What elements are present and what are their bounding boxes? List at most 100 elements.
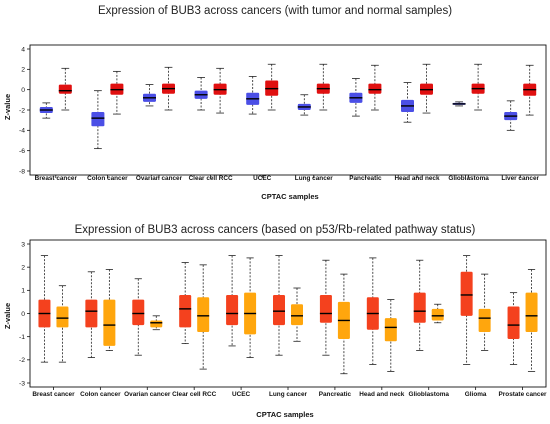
box-ovarian-cancer-tumor [162, 66, 175, 111]
y-tick-label: -8 [19, 168, 25, 175]
box-iqr [273, 294, 285, 326]
box-ucec-tumor [265, 63, 279, 111]
y-axis-label: Z-value [3, 303, 12, 329]
category-label-glioma: Glioma [465, 391, 487, 398]
box-prostate-cancer-status-2 [525, 269, 538, 372]
box-iqr [103, 299, 116, 346]
box-lung-cancer-tumor [316, 63, 330, 111]
category-label-lung-cancer: Lung cancer [295, 175, 334, 182]
box-colon-cancer-normal [91, 90, 105, 150]
box-iqr [56, 306, 69, 328]
box-iqr [132, 299, 145, 326]
y-tick-label: -2 [19, 357, 25, 364]
box-liver-cancer-tumor [523, 64, 537, 116]
box-ucec-normal [246, 76, 260, 115]
box-ovarian-cancer-status-2 [150, 315, 163, 331]
box-glioma-status-1 [460, 255, 473, 365]
box-iqr [384, 318, 397, 342]
box-pancreatic-status-1 [319, 259, 332, 356]
category-label-glioblastoma: Glioblastoma [448, 175, 489, 182]
plot-frame [29, 44, 547, 176]
y-tick-label: 4 [21, 46, 25, 53]
chart-title: Expression of BUB3 across cancers (with … [98, 5, 452, 17]
y-tick-label: 2 [21, 265, 25, 272]
y-tick-label: -6 [19, 148, 25, 155]
box-breast-cancer-status-2 [56, 285, 69, 363]
x-axis-label: CPTAC samples [261, 192, 318, 201]
plot-area: 3 2 1 0 -1 -2 -3 Breast cancer Colon cancer Ovari… [19, 239, 547, 398]
box-glioma-status-2 [478, 273, 491, 351]
box-lung-cancer-status-2 [291, 287, 303, 342]
y-tick-label: -4 [19, 128, 25, 135]
box-ovarian-cancer-status-1 [132, 278, 145, 356]
category-label-pancreatic: Pancreatic [319, 391, 352, 398]
category-label-glioblastoma: Glioblastoma [408, 391, 449, 398]
box-ucec-status-2 [244, 257, 257, 358]
box-iqr [91, 112, 105, 127]
chart-title: Expression of BUB3 across cancers (based… [75, 224, 476, 236]
box-head-and-neck-tumor [420, 63, 433, 114]
category-label-liver-cancer: Liver cancer [501, 175, 539, 182]
box-ovarian-cancer-normal [143, 84, 156, 107]
plot-area: 4 2 0 -2 -4 -6 -8 Breast cancer Colon cancer Ovar… [19, 44, 547, 182]
y-tick-label: 0 [21, 311, 25, 318]
box-head-and-neck-status-1 [366, 257, 379, 365]
box-iqr [85, 299, 98, 328]
box-lung-cancer-normal [297, 94, 311, 116]
box-pancreatic-normal [349, 78, 363, 117]
category-label-breast-cancer: Breast cancer [32, 391, 75, 398]
box-liver-cancer-normal [504, 100, 518, 131]
category-label-ucec: UCEC [253, 175, 271, 182]
box-pancreatic-tumor [368, 64, 382, 111]
box-iqr [368, 83, 382, 94]
category-label-clear-cell-rcc: Clear cell RCC [172, 391, 216, 398]
box-lung-cancer-status-1 [273, 255, 285, 356]
box-iqr [431, 308, 444, 321]
box-colon-cancer-status-1 [85, 271, 98, 358]
box-colon-cancer-status-2 [103, 269, 116, 351]
box-breast-cancer-normal [39, 102, 53, 119]
box-pancreatic-status-2 [337, 273, 350, 375]
box-ucec-status-1 [226, 255, 239, 347]
box-iqr [319, 294, 332, 323]
box-clear-cell-rcc-status-2 [197, 264, 210, 370]
box-glioblastoma-tumor [471, 63, 485, 111]
category-label-lung-cancer: Lung cancer [269, 391, 308, 398]
box-iqr [507, 306, 520, 339]
category-label-head-and-neck: Head and neck [359, 391, 405, 398]
box-iqr [460, 271, 473, 316]
box-iqr [226, 294, 239, 326]
box-clear-cell-rcc-status-1 [179, 262, 192, 345]
y-tick-label: -3 [19, 380, 25, 387]
chart-panel-tumor-normal: Expression of BUB3 across cancers (with … [3, 5, 547, 201]
box-colon-cancer-tumor [110, 70, 124, 115]
y-tick-label: -2 [19, 107, 25, 114]
category-label-ucec: UCEC [232, 391, 250, 398]
category-label-prostate-cancer: Prostate cancer [499, 391, 547, 398]
category-label-ovarian-cancer: Ovarian cancer [136, 175, 183, 182]
category-label-ovarian-cancer: Ovarian cancer [124, 391, 171, 398]
box-prostate-cancer-status-1 [507, 292, 520, 365]
box-head-and-neck-normal [401, 82, 414, 123]
x-axis-label: CPTAC samples [256, 410, 313, 419]
category-label-pancreatic: Pancreatic [349, 175, 382, 182]
category-label-clear-cell-rcc: Clear cell RCC [189, 175, 233, 182]
box-iqr [291, 304, 303, 326]
category-label-breast-cancer: Breast cancer [35, 175, 78, 182]
category-label-colon-cancer: Colon cancer [87, 175, 128, 182]
y-tick-label: -1 [19, 334, 25, 341]
category-label-colon-cancer: Colon cancer [80, 391, 121, 398]
box-iqr [197, 297, 210, 333]
y-axis-label: Z-value [3, 94, 12, 120]
category-label-head-and-neck: Head and neck [394, 175, 440, 182]
box-glioblastoma-status-1 [413, 259, 426, 351]
y-tick-label: 3 [21, 241, 25, 248]
box-iqr [179, 294, 192, 328]
chart-panel-pathway-status: Expression of BUB3 across cancers (based… [3, 224, 547, 419]
box-iqr [413, 292, 426, 323]
box-iqr [150, 320, 163, 328]
box-breast-cancer-tumor [58, 67, 72, 111]
box-glioblastoma-status-2 [431, 303, 444, 324]
y-tick-label: 2 [21, 67, 25, 74]
y-tick-label: 1 [21, 288, 25, 295]
